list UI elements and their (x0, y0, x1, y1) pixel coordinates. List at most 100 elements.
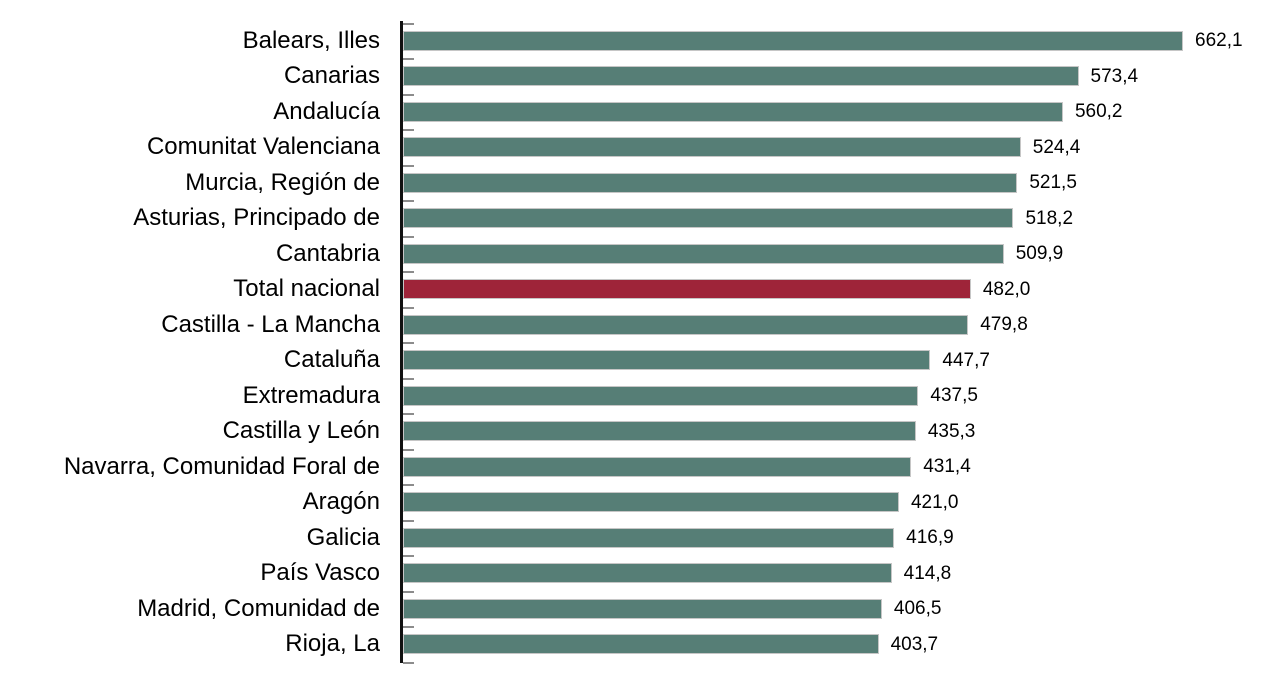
chart-row: Andalucía 560,2 (0, 94, 1266, 130)
value-label: 437,5 (930, 385, 978, 407)
chart-row: Balears, Illes 662,1 (0, 23, 1266, 59)
plot-area-row: 437,5 (403, 378, 1266, 414)
axis-tick (403, 626, 414, 628)
category-label: Comunitat Valenciana (146, 133, 380, 161)
plot-area-row: 482,0 (403, 272, 1266, 308)
axis-tick (403, 271, 414, 273)
bar (403, 314, 969, 335)
axis-tick (403, 519, 414, 522)
axis-tick (403, 93, 414, 96)
axis-tick (403, 164, 414, 167)
category-label: Navarra, Comunidad Foral de (63, 452, 380, 480)
plot-area-row: 509,9 (403, 236, 1266, 272)
value-label: 662,1 (1195, 30, 1243, 52)
value-label: 435,3 (927, 420, 976, 442)
plot-area-row: 447,7 (403, 343, 1266, 379)
axis-tick (403, 235, 414, 238)
bar (403, 634, 879, 655)
plot-area-row: 435,3 (403, 414, 1266, 450)
axis-tick (403, 58, 414, 60)
axis-tick (403, 661, 414, 664)
chart-row: Madrid, Comunidad de 406,5 (0, 591, 1266, 627)
category-label: Murcia, Región de (185, 168, 380, 196)
bar (403, 350, 931, 371)
plot-area-row: 431,4 (403, 449, 1266, 485)
bar (403, 563, 892, 584)
bar (403, 137, 1021, 158)
chart-row: Galicia 416,9 (0, 520, 1266, 556)
value-label: 421,0 (910, 491, 959, 513)
chart-row: Castilla y León 435,3 (0, 414, 1266, 450)
axis-tick (403, 342, 414, 344)
axis-tick (403, 306, 414, 309)
value-label: 403,7 (890, 633, 939, 655)
bar (403, 421, 916, 442)
category-label: Andalucía (273, 97, 380, 125)
category-label: País Vasco (260, 559, 380, 587)
axis-tick (403, 555, 414, 557)
category-label: Rioja, La (285, 630, 380, 658)
axis-tick (403, 484, 414, 486)
value-label: 518,2 (1025, 207, 1074, 229)
category-label: Cataluña (283, 346, 380, 374)
category-label: Canarias (283, 62, 380, 90)
value-label: 524,4 (1032, 136, 1081, 158)
category-label: Extremadura (242, 381, 380, 409)
bar (403, 66, 1079, 87)
axis-tick (403, 22, 414, 25)
axis-tick (403, 413, 414, 415)
category-label: Balears, Illes (242, 26, 380, 54)
y-axis-line (400, 21, 403, 663)
category-label: Aragón (302, 488, 380, 516)
value-label: 414,8 (903, 562, 952, 584)
bar (403, 208, 1014, 229)
category-label: Cantabria (275, 239, 380, 267)
chart-row: Navarra, Comunidad Foral de 431,4 (0, 449, 1266, 485)
value-label: 560,2 (1074, 101, 1123, 123)
value-label: 431,4 (923, 456, 971, 478)
axis-tick (403, 129, 414, 131)
bar (403, 527, 895, 548)
category-label: Asturias, Principado de (133, 204, 380, 232)
value-label: 573,4 (1090, 65, 1139, 87)
plot-area-row: 521,5 (403, 165, 1266, 201)
chart-row: Canarias 573,4 (0, 59, 1266, 95)
chart-row: Extremadura 437,5 (0, 378, 1266, 414)
value-label: 509,9 (1015, 243, 1064, 265)
axis-tick (403, 377, 414, 380)
value-label: 406,5 (893, 598, 942, 620)
plot-area-row: 403,7 (403, 627, 1266, 663)
plot-area-row: 416,9 (403, 520, 1266, 556)
chart-row: Asturias, Principado de 518,2 (0, 201, 1266, 237)
plot-area-row: 524,4 (403, 130, 1266, 166)
value-label: 479,8 (980, 314, 1028, 336)
plot-area-row: 421,0 (403, 485, 1266, 521)
chart-row: Aragón 421,0 (0, 485, 1266, 521)
chart-row: Cantabria 509,9 (0, 236, 1266, 272)
category-label: Galicia (306, 523, 380, 551)
chart-row: Murcia, Región de 521,5 (0, 165, 1266, 201)
plot-area-row: 479,8 (403, 307, 1266, 343)
chart-row: Total nacional 482,0 (0, 272, 1266, 308)
axis-tick (403, 448, 414, 451)
bar-highlight (403, 279, 971, 300)
axis-tick (403, 590, 414, 593)
bar (403, 492, 899, 513)
bar (403, 243, 1004, 264)
bar (403, 456, 912, 477)
plot-area-row: 573,4 (403, 59, 1266, 95)
chart-row: Comunitat Valenciana 524,4 (0, 130, 1266, 166)
bar (403, 101, 1063, 122)
bar (403, 172, 1018, 193)
value-label: 416,9 (906, 527, 954, 549)
bar (403, 30, 1183, 51)
category-label: Total nacional (233, 275, 380, 303)
chart-row: País Vasco 414,8 (0, 556, 1266, 592)
value-label: 482,0 (982, 278, 1031, 300)
value-label: 447,7 (942, 349, 990, 371)
category-label: Madrid, Comunidad de (137, 594, 380, 622)
plot-area-row: 518,2 (403, 201, 1266, 237)
value-label: 521,5 (1029, 172, 1077, 194)
bar (403, 598, 882, 619)
